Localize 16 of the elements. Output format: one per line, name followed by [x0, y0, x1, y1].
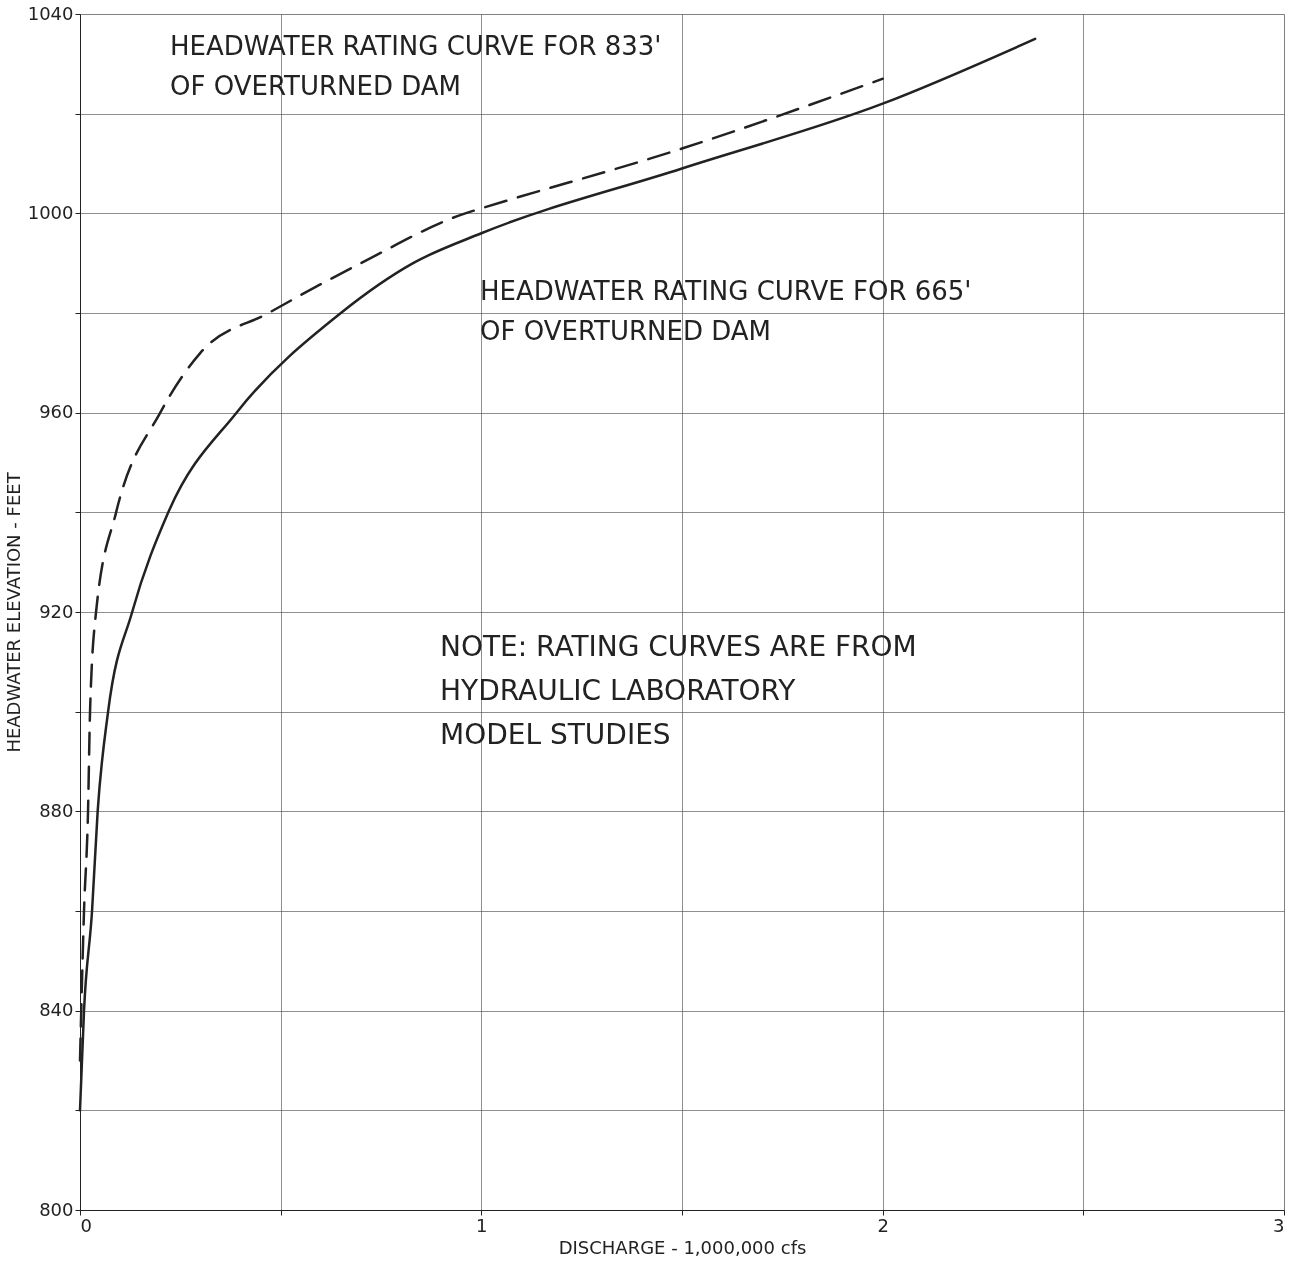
x-tick-label: 1: [476, 1214, 488, 1236]
annotation: NOTE: RATING CURVES ARE FROM HYDRAULIC LABORATORY MODEL STUDIES: [440, 630, 917, 751]
y-tick-label: 840: [39, 999, 74, 1021]
y-tick-label: 800: [39, 1198, 74, 1220]
x-axis-title: DISCHARGE - 1,000,000 cfs: [558, 1236, 807, 1258]
y-tick-label: 960: [39, 401, 74, 423]
x-tick-label: 2: [877, 1214, 889, 1236]
x-tick-label: 3: [1273, 1214, 1285, 1236]
x-tick-label: 0: [80, 1214, 92, 1236]
series-label: HEADWATER RATING CURVE FOR 833' OF OVERTURNED DAM: [170, 31, 662, 101]
series-label: HEADWATER RATING CURVE FOR 665' OF OVERTURNED DAM: [480, 276, 972, 346]
y-axis-title: HEADWATER ELEVATION - FEET: [2, 471, 24, 753]
y-tick-label: 1000: [27, 201, 74, 223]
y-tick-label: 880: [39, 799, 74, 821]
y-tick-label: 1040: [27, 2, 74, 24]
y-tick-label: 920: [39, 600, 74, 622]
